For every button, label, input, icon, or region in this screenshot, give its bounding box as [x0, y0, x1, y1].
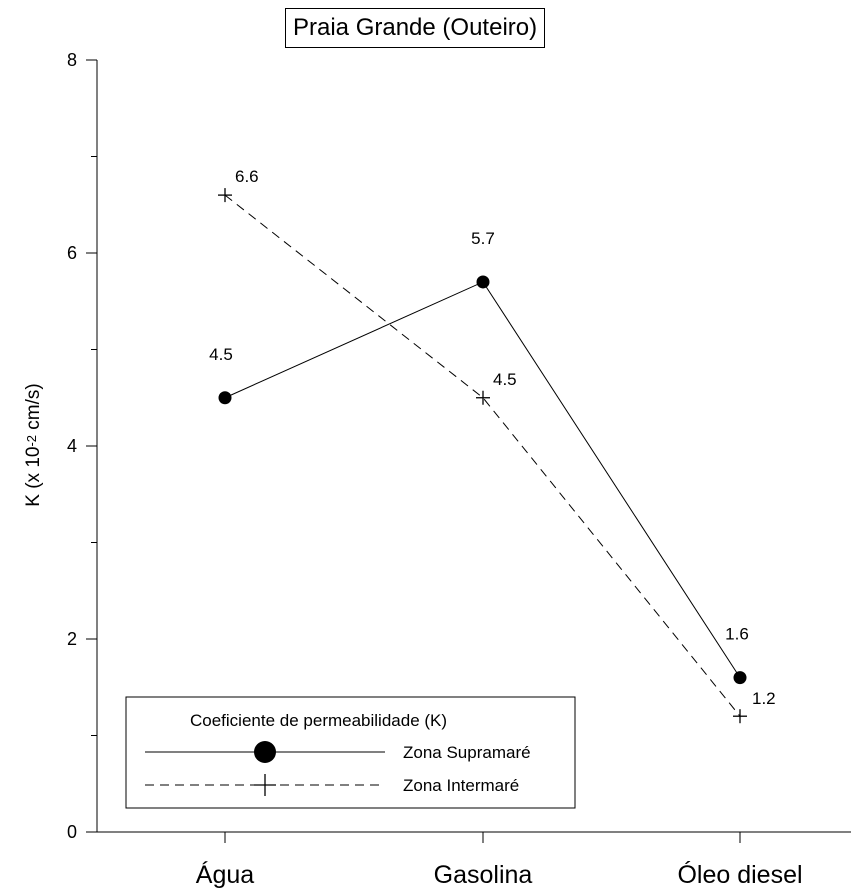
- series-line-supramare: [224, 281, 741, 678]
- y-tick-label: 8: [67, 50, 77, 70]
- data-labels: 4.5 5.7 1.6 6.6 4.5 1.2: [209, 167, 775, 708]
- data-point-intermare: [218, 188, 232, 203]
- legend-entry-label: Zona Intermaré: [403, 776, 519, 795]
- y-axis-label-exponent: -2: [24, 434, 39, 447]
- x-tick-label: Gasolina: [434, 861, 533, 889]
- data-label: 5.7: [471, 229, 495, 248]
- legend-title: Coeficiente de permeabilidade (K): [190, 711, 447, 730]
- y-axis-label-suffix: cm/s): [23, 383, 44, 435]
- axes: 0 2 4 6 8 Água Gasolina Óleo diesel: [67, 50, 851, 889]
- x-tick-label: Óleo diesel: [677, 860, 802, 889]
- data-label: 4.5: [209, 345, 233, 364]
- data-point-supramare: [476, 275, 490, 289]
- data-point-supramare: [733, 671, 747, 685]
- data-point-intermare: [733, 709, 747, 724]
- x-tick-label: Água: [196, 860, 254, 889]
- y-axis-label-prefix: K (x 10: [23, 446, 44, 507]
- data-point-supramare: [218, 391, 232, 405]
- legend: Coeficiente de permeabilidade (K) Zona Su…: [125, 696, 576, 809]
- series-line-intermare: [224, 194, 741, 717]
- y-axis-label: K (x 10-2 cm/s): [23, 383, 45, 506]
- legend-entry-label: Zona Supramaré: [403, 743, 531, 762]
- data-label: 6.6: [235, 167, 259, 186]
- y-tick-label: 0: [67, 822, 77, 842]
- y-tick-label: 6: [67, 243, 77, 263]
- data-label: 4.5: [493, 370, 517, 389]
- legend-marker-circle: [254, 741, 276, 763]
- y-tick-label: 4: [67, 436, 77, 456]
- chart-title: Praia Grande (Outeiro): [285, 8, 546, 48]
- series-group: [218, 188, 747, 724]
- data-point-intermare: [476, 390, 490, 405]
- data-label: 1.2: [752, 689, 776, 708]
- data-label: 1.6: [725, 625, 749, 644]
- y-tick-label: 2: [67, 629, 77, 649]
